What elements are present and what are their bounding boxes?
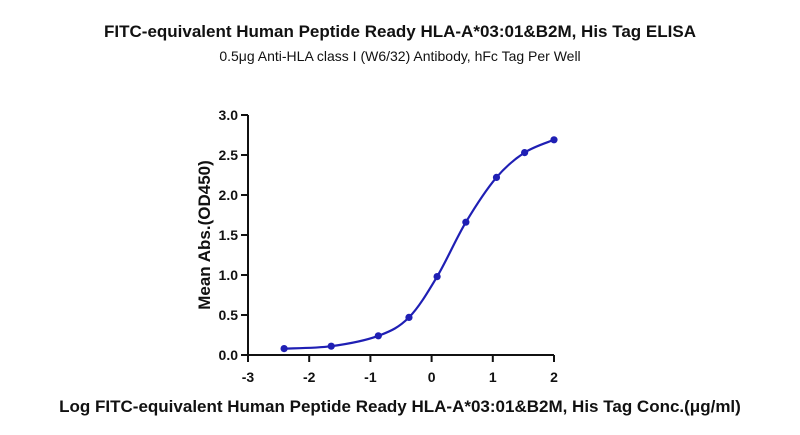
x-tick-label: -3: [242, 369, 255, 385]
y-tick-label: 0.0: [219, 347, 239, 363]
data-point: [492, 173, 501, 181]
chart-subtitle: 0.5μg Anti-HLA class I (W6/32) Antibody,…: [219, 48, 580, 64]
x-tick-label: 0: [428, 369, 436, 385]
data-point: [550, 136, 558, 144]
data-point: [374, 332, 382, 340]
y-tick-label: 1.5: [219, 227, 239, 243]
y-axis: 0.0 0.5 1.0 1.5 2.0 2.5 3.0: [219, 107, 249, 363]
data-point: [462, 218, 470, 226]
fit-curve-layer: [284, 138, 555, 350]
x-axis: -3 -2 -1 0 1 2: [242, 354, 558, 385]
x-axis-label: Log FITC-equivalent Human Peptide Ready …: [59, 397, 741, 416]
x-tick-label: 2: [550, 369, 558, 385]
y-tick-label: 2.0: [219, 187, 239, 203]
data-point: [433, 273, 441, 281]
y-tick-label: 0.5: [219, 307, 239, 323]
data-point: [521, 149, 529, 157]
data-point: [327, 342, 335, 350]
fit-curve: [284, 138, 555, 350]
x-tick-label: 1: [489, 369, 497, 385]
chart-title: FITC-equivalent Human Peptide Ready HLA-…: [104, 22, 696, 41]
data-point: [405, 313, 413, 321]
y-tick-label: 3.0: [219, 107, 239, 123]
y-axis-label: Mean Abs.(OD450): [195, 160, 214, 310]
data-point: [280, 345, 288, 353]
x-tick-label: -1: [364, 369, 377, 385]
y-tick-label: 1.0: [219, 267, 239, 283]
data-points-layer: [280, 136, 558, 353]
x-tick-label: -2: [303, 369, 316, 385]
y-tick-label: 2.5: [219, 147, 239, 163]
